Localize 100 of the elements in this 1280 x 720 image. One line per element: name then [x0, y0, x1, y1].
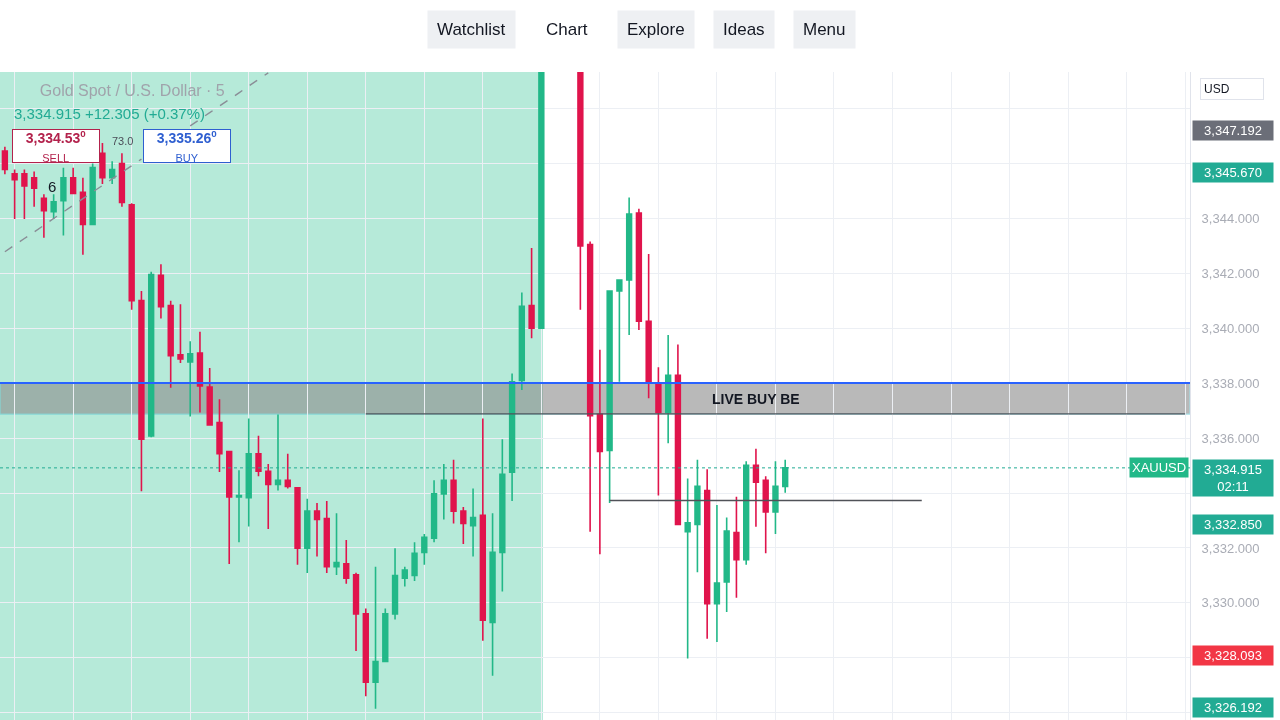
annotation: 6	[48, 178, 57, 195]
candlestick	[118, 152, 126, 208]
candlestick	[625, 196, 633, 336]
candlestick	[255, 435, 262, 478]
candlestick	[762, 475, 769, 554]
candlestick	[304, 497, 311, 574]
candlestick	[421, 533, 428, 566]
candlestick	[333, 512, 340, 576]
y-tick-label: 3,340.000	[1201, 320, 1260, 336]
candlestick	[606, 290, 613, 504]
candlestick	[635, 208, 643, 331]
candlestick	[616, 279, 623, 383]
text: Watchlist	[437, 20, 506, 39]
candlestick	[60, 166, 67, 237]
candlestick	[743, 460, 750, 566]
candlestick	[508, 372, 516, 502]
candlestick	[382, 607, 389, 663]
candlestick	[138, 290, 145, 493]
candlestick	[128, 202, 135, 311]
candlestick	[294, 486, 301, 566]
candlestick	[782, 458, 789, 494]
y-tick-label: 3,344.000	[1201, 210, 1260, 226]
text: Gold Spot / U.S. Dollar · 5	[39, 81, 225, 99]
text: XAUUSD	[1132, 460, 1187, 475]
candlestick	[694, 458, 701, 573]
candlestick	[401, 565, 408, 588]
candlestick	[645, 253, 652, 399]
candlestick	[157, 263, 165, 320]
candlestick	[372, 565, 379, 710]
candlestick	[362, 607, 369, 698]
candlestick	[89, 162, 96, 227]
candlestick	[265, 463, 272, 530]
candlestick	[703, 468, 711, 640]
candlestick	[586, 240, 594, 533]
y-tick-label: 3,342.000	[1201, 265, 1260, 281]
y-tick-label: 3,338.000	[1201, 375, 1260, 391]
text: 3,334.915 +12.305 (+0.37%)	[14, 105, 205, 122]
text: 3,326.192	[1204, 700, 1262, 715]
ref-line-label: 3,334.915 02:11	[1204, 462, 1262, 494]
candlestick	[391, 547, 399, 621]
candlestick	[187, 340, 194, 418]
candlestick	[684, 477, 691, 660]
annotation: 73.0	[112, 135, 134, 147]
candlestick	[69, 166, 77, 196]
candlestick	[79, 177, 87, 256]
candlestick	[235, 469, 243, 543]
candlestick	[489, 512, 496, 677]
candlestick	[674, 343, 682, 526]
candlestick	[518, 291, 526, 391]
text: 3,328.093	[1204, 648, 1262, 663]
text: Ideas	[723, 20, 765, 39]
candlestick	[469, 487, 477, 558]
candlestick	[752, 447, 760, 528]
text: 3,332.850	[1204, 517, 1262, 532]
candlestick	[206, 367, 213, 426]
text: 3,335.26$^{0}$ BUY	[156, 128, 217, 164]
candlestick	[1, 145, 9, 176]
candlestick	[411, 541, 418, 582]
candlestick	[11, 168, 18, 220]
text: Chart	[546, 20, 588, 39]
candlestick	[99, 142, 106, 185]
candlestick	[733, 496, 740, 599]
candlestick	[528, 247, 535, 340]
band-label: LIVE BUY BE	[712, 391, 800, 407]
text: Explore	[627, 20, 685, 39]
candlestick	[284, 452, 291, 490]
y-tick-label: 3,330.000	[1201, 595, 1260, 611]
candlestick	[440, 463, 447, 521]
candlestick	[30, 170, 38, 208]
candlestick	[50, 193, 57, 220]
candlestick	[177, 303, 184, 364]
candlestick	[274, 413, 282, 492]
candlestick	[664, 334, 672, 445]
candlestick	[352, 571, 360, 652]
candlestick	[148, 270, 155, 439]
y-tick-label: 3,336.000	[1201, 430, 1260, 446]
candlestick	[772, 460, 779, 535]
candlestick	[713, 504, 721, 643]
candlestick	[226, 450, 233, 565]
candlestick	[167, 299, 174, 389]
candlestick	[313, 502, 321, 558]
candlestick	[577, 72, 584, 311]
candlestick	[40, 193, 48, 239]
candlestick	[723, 516, 730, 613]
text: 3,347.192	[1204, 123, 1262, 138]
candlestick	[108, 160, 116, 185]
candlestick	[596, 349, 604, 556]
candlestick	[245, 417, 252, 528]
y-tick-label: 3,332.000	[1201, 540, 1260, 556]
candlestick	[21, 168, 28, 220]
candlestick	[216, 398, 223, 473]
candlestick	[196, 330, 204, 414]
text: 3,345.670	[1204, 165, 1262, 180]
candlestick	[323, 500, 330, 574]
text: Menu	[803, 20, 846, 39]
candlestick	[343, 539, 350, 585]
candlestick	[655, 366, 662, 497]
candlestick	[450, 458, 457, 525]
candlestick	[430, 479, 438, 543]
candlestick	[460, 506, 467, 545]
